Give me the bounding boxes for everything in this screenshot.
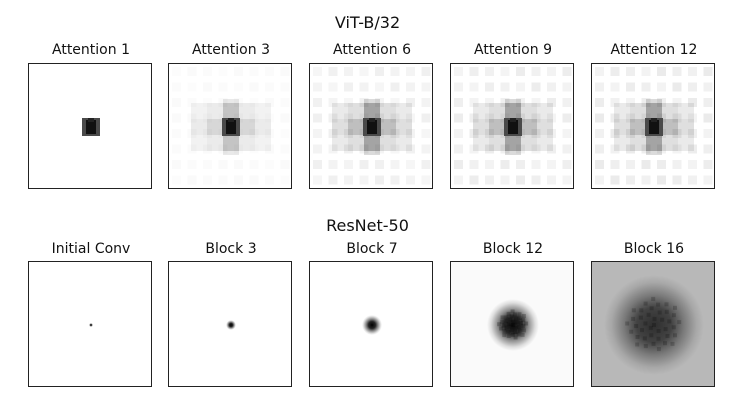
heatmap [454, 67, 572, 185]
attention-map-panel [28, 63, 152, 189]
heatmap [191, 99, 271, 155]
panel-label: Attention 6 [333, 42, 411, 58]
attention-map-panel [168, 63, 292, 189]
heatmap [313, 67, 431, 185]
heatmap [362, 315, 382, 335]
receptive-field-panel [168, 261, 292, 387]
panel-label: Initial Conv [51, 241, 131, 257]
heatmap [89, 323, 93, 327]
heatmap [82, 118, 100, 136]
heatmap [595, 67, 713, 185]
receptive-field-panel [28, 261, 152, 387]
panel-label: Block 16 [623, 241, 685, 257]
attention-map-panel [450, 63, 574, 189]
heatmap [226, 320, 236, 330]
receptive-field-panel [309, 261, 433, 387]
attention-map-panel [591, 63, 715, 189]
resnet-group-title: ResNet-50 [326, 216, 409, 235]
receptive-field-panel [591, 261, 715, 387]
panel-label: Block 3 [205, 241, 257, 257]
receptive-field-panel [450, 261, 574, 387]
panel-label: Attention 9 [474, 42, 552, 58]
heatmap [592, 262, 714, 386]
vit-group-title: ViT-B/32 [334, 13, 401, 32]
attention-map-panel [309, 63, 433, 189]
panel-label: Block 12 [482, 241, 544, 257]
panel-label: Attention 1 [52, 42, 130, 58]
panel-label: Attention 3 [192, 42, 270, 58]
heatmap [487, 299, 539, 351]
panel-label: Block 7 [346, 241, 398, 257]
panel-label: Attention 12 [610, 42, 698, 58]
